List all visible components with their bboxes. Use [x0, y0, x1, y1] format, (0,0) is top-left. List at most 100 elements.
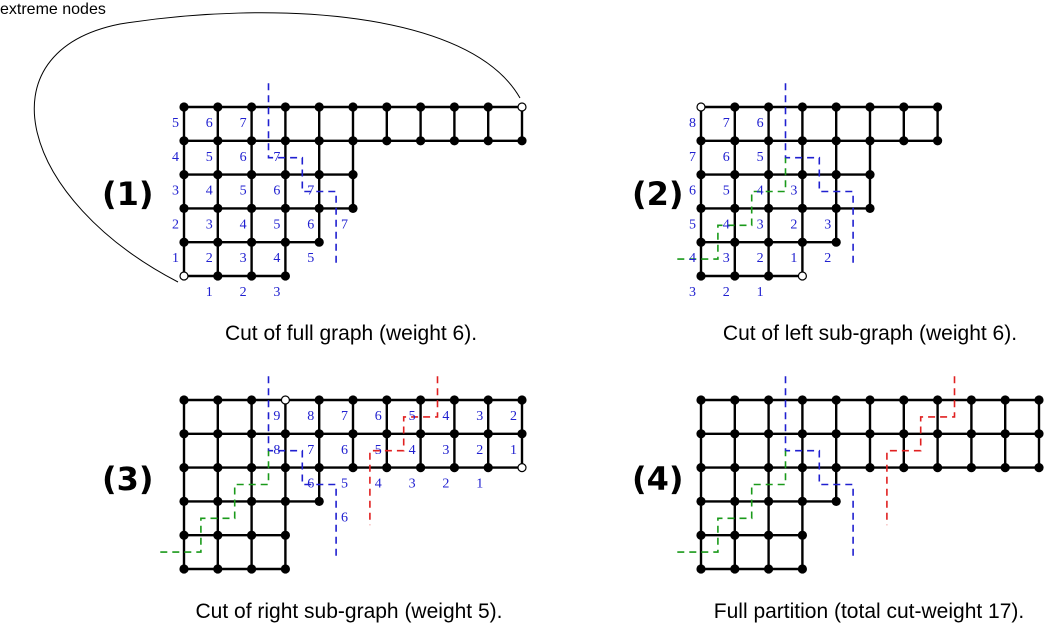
graph-node — [1000, 395, 1010, 405]
panel-1: (1) Cut of full graph (weight 6). 5 6 7 4 5 6… — [102, 83, 527, 345]
graph-node — [314, 237, 324, 247]
panel-1-caption: Cut of full graph (weight 6). — [225, 322, 477, 345]
distance-label: 6 — [341, 443, 348, 458]
graph-node — [449, 102, 459, 112]
extreme-node — [797, 271, 808, 281]
graph-node — [1034, 395, 1044, 405]
graph-node — [831, 102, 841, 112]
distance-label: 7 — [307, 184, 314, 199]
distance-label: 3 — [442, 443, 449, 458]
panel-1-grid: 5 6 7 4 5 6 7 3 4 5 6 7 2 3 4 5 6 7 1 2 3 4 5 1 2 3 — [172, 83, 527, 300]
graph-node — [179, 496, 189, 506]
extreme-node — [280, 395, 290, 405]
distance-label: 3 — [790, 184, 797, 199]
graph-node — [213, 271, 223, 281]
distance-label: 6 — [689, 184, 696, 199]
distance-label: 1 — [172, 251, 179, 266]
graph-node — [348, 429, 358, 439]
distance-label: 3 — [723, 251, 730, 266]
graph-node — [449, 395, 459, 405]
green-cut-line — [160, 450, 270, 553]
distance-label: 6 — [723, 150, 730, 165]
graph-node — [1034, 429, 1044, 439]
graph-node — [348, 170, 358, 180]
graph-node — [179, 429, 189, 439]
distance-label: 2 — [476, 443, 483, 458]
distance-label: 2 — [790, 217, 797, 232]
graph-node — [517, 395, 527, 405]
graph-node — [797, 203, 808, 213]
graph-node — [730, 237, 740, 247]
graph-node — [280, 271, 290, 281]
distance-label: 5 — [375, 443, 382, 458]
graph-node — [966, 395, 977, 405]
graph-node — [314, 496, 324, 506]
distance-label: 5 — [341, 477, 348, 492]
graph-node — [280, 203, 290, 213]
distance-label: 7 — [240, 116, 247, 131]
graph-node — [213, 136, 223, 146]
graph-node — [696, 530, 706, 540]
panel-3-label: (3) — [102, 460, 154, 498]
graph-node — [213, 429, 223, 439]
distance-label: 1 — [790, 251, 797, 266]
distance-label: 1 — [476, 477, 483, 492]
graph-node — [179, 530, 189, 540]
graph-node — [348, 136, 358, 146]
panel-4-grid — [677, 376, 1044, 574]
graph-node — [348, 463, 358, 473]
distance-label: 3 — [409, 477, 416, 492]
graph-node — [730, 463, 740, 473]
graph-node — [730, 564, 740, 574]
graph-node — [314, 395, 324, 405]
graph-node — [280, 496, 290, 506]
distance-label: 3 — [757, 217, 764, 232]
graph-node — [416, 463, 426, 473]
graph-node — [831, 237, 841, 247]
graph-node — [213, 237, 223, 247]
graph-node — [899, 429, 909, 439]
distance-label: 2 — [510, 409, 517, 424]
graph-node — [416, 429, 426, 439]
distance-label: 4 — [206, 184, 213, 199]
graph-node — [933, 395, 943, 405]
distance-label: 2 — [206, 251, 213, 266]
distance-label: 1 — [757, 285, 764, 300]
graph-node — [865, 463, 875, 473]
green-cut-line — [677, 157, 787, 260]
graph-node — [247, 530, 257, 540]
graph-node — [933, 429, 943, 439]
graph-node — [314, 429, 324, 439]
blue-cut-line — [267, 376, 337, 559]
distance-label: 7 — [341, 217, 348, 232]
graph-node — [483, 136, 493, 146]
panel-3-caption: Cut of right sub-graph (weight 5). — [196, 600, 503, 623]
graph-node — [899, 463, 909, 473]
distance-label: 6 — [757, 116, 764, 131]
graph-node — [797, 530, 808, 540]
blue-cut-line — [784, 376, 854, 559]
graph-node — [797, 395, 808, 405]
graph-node — [730, 203, 740, 213]
graph-node — [730, 102, 740, 112]
graph-node — [797, 237, 808, 247]
extreme-node — [696, 102, 706, 112]
graph-node — [449, 136, 459, 146]
distance-label: 2 — [442, 477, 449, 492]
graph-node — [213, 170, 223, 180]
panel-1-label: (1) — [102, 175, 154, 213]
graph-node — [179, 203, 189, 213]
graph-node — [730, 170, 740, 180]
graph-node — [179, 395, 189, 405]
graph-node — [280, 102, 290, 112]
graph-node — [348, 102, 358, 112]
graph-node — [831, 170, 841, 180]
graph-node — [730, 136, 740, 146]
graph-node — [696, 271, 706, 281]
distance-label: 3 — [172, 184, 179, 199]
graph-node — [696, 429, 706, 439]
panel-3: (3) Cut of right sub-graph (weight 5). 9… — [102, 376, 527, 623]
distance-label: 4 — [689, 251, 696, 266]
distance-label: 6 — [240, 150, 247, 165]
panel-4-caption: Full partition (total cut-weight 17). — [714, 600, 1024, 623]
